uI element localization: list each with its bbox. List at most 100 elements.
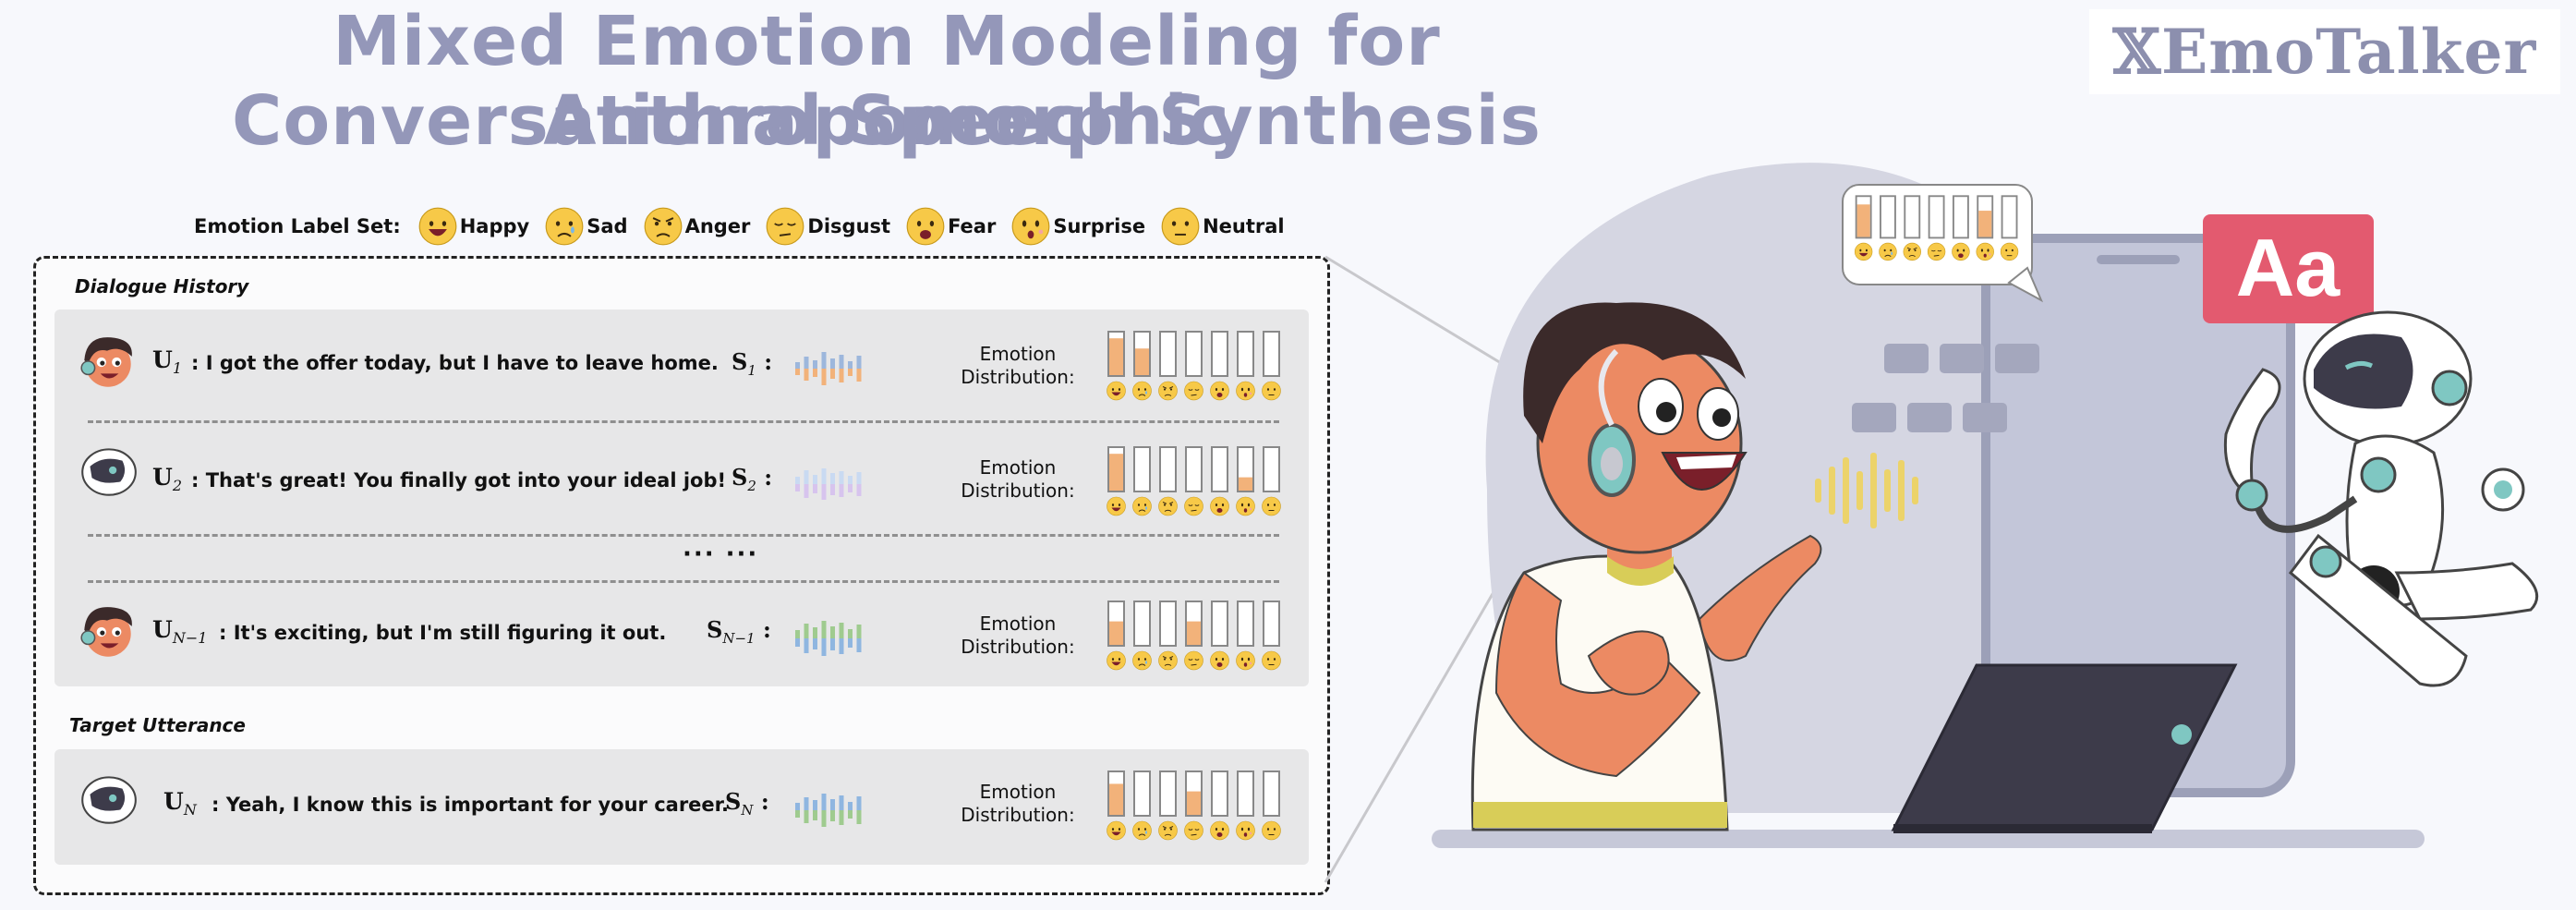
emotion-sad-bar xyxy=(1133,446,1151,492)
happy-emoji-icon xyxy=(1107,496,1126,516)
dialogue-history-label: Dialogue History xyxy=(75,275,249,297)
utterance-id-base: U xyxy=(152,616,173,643)
wave-bar xyxy=(848,476,853,484)
wave-bar xyxy=(821,621,827,638)
history-row-2: U2 : That's great! You finally got into … xyxy=(54,425,1309,527)
emotion-distribution-label: Emotion Distribution: xyxy=(949,613,1087,659)
sad-emoji-icon xyxy=(1132,820,1152,841)
utterance-id: U2 xyxy=(152,464,182,494)
emotion-disgust-bar xyxy=(1185,331,1203,377)
utterance-id-base: U xyxy=(163,788,184,815)
emotion-fear-bar xyxy=(1211,770,1228,817)
anger-emoji-icon xyxy=(644,207,682,246)
speech-id-sub: N xyxy=(741,801,754,819)
wave-bar xyxy=(821,484,827,500)
emotion-anger-bar xyxy=(1159,601,1177,647)
emotion-surprise-bar xyxy=(1237,331,1254,377)
fear-emoji-icon xyxy=(1210,650,1229,671)
utterance-id-sub: N−1 xyxy=(172,629,208,647)
sound-wave-icon xyxy=(1815,453,1918,528)
wave-bar xyxy=(795,630,800,638)
emotion-neutral-bar xyxy=(1263,331,1280,377)
history-row-n-minus-1: UN−1 : It's exciting, but I'm still figu… xyxy=(54,585,1309,686)
utterance-id: UN−1 xyxy=(152,616,207,647)
anger-emoji-icon xyxy=(1158,496,1178,516)
zoom-line-bottom xyxy=(1324,563,1512,883)
wave-bar xyxy=(848,802,853,810)
target-utterance-box: UN : Yeah, I know this is important for … xyxy=(54,749,1309,865)
emotion-happy-bar xyxy=(1107,601,1125,647)
neutral-emoji-icon xyxy=(1161,207,1200,246)
ellipsis: ··· ··· xyxy=(683,540,759,568)
speech-id-sub: 2 xyxy=(747,477,756,494)
neutral-emoji-icon xyxy=(1262,650,1281,671)
label-fear: Fear xyxy=(905,206,996,247)
emotion-disgust-bar xyxy=(1928,195,1945,239)
wave-bar xyxy=(848,369,853,376)
emotion-disgust-bar xyxy=(1185,770,1203,817)
speech-id: S2 : xyxy=(732,464,773,494)
robot-avatar-icon xyxy=(81,448,137,496)
dialogue-panel: Dialogue History U1 : I got the offer to… xyxy=(33,256,1330,895)
utterance-id-sub: N xyxy=(183,801,197,819)
disgust-emoji-icon xyxy=(1184,496,1203,516)
human-avatar-icon xyxy=(80,337,132,387)
phone-keypad xyxy=(1852,344,2039,432)
wave-bar xyxy=(821,638,827,656)
wave-bar xyxy=(856,484,862,496)
utterance-id: U1 xyxy=(152,346,182,377)
utterance-text-row: : I got the offer today, but I have to l… xyxy=(191,352,719,374)
wave-bar xyxy=(848,638,853,648)
wave-bar xyxy=(839,355,844,369)
robot-avatar-icon xyxy=(81,776,137,824)
sad-emoji-icon xyxy=(1879,242,1897,261)
wave-bar xyxy=(830,473,835,484)
surprise-emoji-icon xyxy=(1236,381,1255,401)
happy-emoji-icon xyxy=(1107,381,1126,401)
label-happy: Happy xyxy=(417,206,530,247)
emotion-neutral-bar xyxy=(1263,446,1280,492)
utterance-id-sub: 2 xyxy=(172,477,182,494)
wave-bar xyxy=(821,468,827,484)
boy-character xyxy=(1470,302,1822,831)
surprise-emoji-icon xyxy=(1236,820,1255,841)
speech-waveform-icon xyxy=(795,468,862,500)
wave-bar xyxy=(804,797,809,810)
emotion-surprise-bar xyxy=(1977,195,1994,239)
utterance-colon: : xyxy=(219,622,227,644)
fear-emoji-icon xyxy=(1210,496,1229,516)
wave-bar xyxy=(830,810,835,821)
disgust-emoji-icon xyxy=(1184,381,1203,401)
utterance-colon: : xyxy=(191,469,200,491)
neutral-emoji-icon xyxy=(1262,381,1281,401)
surprise-emoji-icon xyxy=(1236,496,1255,516)
wave-bar xyxy=(821,369,827,385)
emotion-sad-bar xyxy=(1133,601,1151,647)
utterance-text-row: : Yeah, I know this is important for you… xyxy=(212,794,729,816)
emotion-distribution-label: Emotion Distribution: xyxy=(949,456,1087,503)
emotion-fear-bar xyxy=(1211,446,1228,492)
utterance-text-row: : It's exciting, but I'm still figuring … xyxy=(219,622,666,644)
wave-bar xyxy=(856,810,862,824)
speech-id-sub: N−1 xyxy=(722,629,756,647)
label-anger: Anger xyxy=(643,206,750,247)
sad-emoji-icon xyxy=(1132,381,1152,401)
label-neutral: Neutral xyxy=(1160,206,1285,247)
wave-bar xyxy=(848,361,853,369)
text-icon-label: Aa xyxy=(2236,222,2341,313)
emotion-distribution-chart xyxy=(1107,770,1281,841)
row-separator xyxy=(88,580,1279,583)
emotion-sad-bar xyxy=(1133,331,1151,377)
wave-bar xyxy=(804,624,809,638)
emotion-distribution-label-line2: Distribution: xyxy=(961,479,1075,502)
speech-id: S1 : xyxy=(732,348,773,379)
emotion-distribution-chart xyxy=(1107,331,1281,401)
fear-emoji-icon xyxy=(1952,242,1970,261)
emotion-happy-bar xyxy=(1107,770,1125,817)
label-happy-text: Happy xyxy=(459,215,530,237)
target-utterance-label: Target Utterance xyxy=(69,714,246,736)
emotion-distribution-label-line2: Distribution: xyxy=(961,636,1075,658)
dialogue-history-box: U1 : I got the offer today, but I have t… xyxy=(54,309,1309,686)
fear-emoji-icon xyxy=(1210,820,1229,841)
emotion-distribution-chart xyxy=(1107,601,1281,671)
